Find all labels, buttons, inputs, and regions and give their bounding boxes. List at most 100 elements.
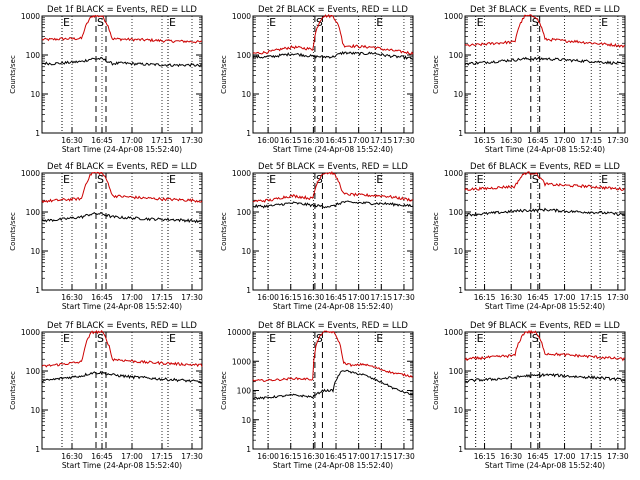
marker-label-e: E — [477, 332, 484, 345]
marker-label-e: E — [169, 332, 176, 345]
x-axis-label: Start Time (24-Apr-08 15:52:40) — [62, 461, 182, 470]
plot-frame — [252, 15, 414, 134]
marker-label-e: E — [269, 16, 276, 29]
y-tick-label: 1 — [458, 129, 463, 138]
marker-label-e: E — [269, 332, 276, 345]
marker-label-s: S — [97, 332, 104, 345]
x-tick-label: 16:45 — [527, 136, 549, 145]
marker-label-s: S — [532, 173, 539, 186]
x-tick-label: 16:00 — [257, 293, 279, 302]
x-tick-label: 17:00 — [348, 452, 370, 461]
x-tick-label: 16:00 — [257, 452, 279, 461]
y-tick-label: 1000 — [232, 169, 251, 178]
panel-8: Det 8f BLACK = Events, RED = LLD Start Ti… — [220, 321, 415, 470]
marker-label-e: E — [601, 332, 608, 345]
x-axis-label: Start Time (24-Apr-08 15:52:40) — [273, 145, 393, 154]
series-line-black — [464, 207, 626, 217]
series-line-red — [41, 171, 203, 204]
x-tick-label: 16:30 — [500, 452, 522, 461]
y-tick-label: 10 — [453, 90, 463, 99]
x-tick-label: 16:30 — [303, 293, 325, 302]
x-tick-label: 17:15 — [580, 452, 602, 461]
panel-title: Det 4f BLACK = Events, RED = LLD — [47, 162, 197, 172]
series-line-red — [252, 330, 414, 382]
marker-label-e: E — [63, 332, 70, 345]
y-tick-label: 1000 — [444, 328, 463, 337]
x-tick-label: 16:15 — [280, 452, 302, 461]
x-tick-label: 16:45 — [527, 452, 549, 461]
y-axis-label: Counts/sec — [9, 212, 17, 251]
y-tick-label: 100 — [26, 367, 41, 376]
x-axis-label: Start Time (24-Apr-08 15:52:40) — [273, 461, 393, 470]
series-line-red — [464, 329, 626, 362]
panel-9: Det 9f BLACK = Events, RED = LLD Start Ti… — [432, 321, 629, 470]
panel-title: Det 2f BLACK = Events, RED = LLD — [258, 5, 408, 15]
x-tick-label: 17:00 — [121, 136, 143, 145]
panel-4: Det 4f BLACK = Events, RED = LLD Start Ti… — [9, 162, 203, 311]
x-tick-label: 16:30 — [303, 452, 325, 461]
marker-label-e: E — [601, 16, 608, 29]
x-tick-label: 17:15 — [370, 293, 392, 302]
x-tick-label: 17:00 — [121, 293, 143, 302]
x-tick-label: 16:45 — [91, 136, 113, 145]
marker-label-s: S — [532, 332, 539, 345]
y-tick-label: 10 — [30, 247, 40, 256]
series-line-red — [41, 14, 203, 44]
plot-frame — [41, 172, 203, 291]
y-tick-label: 10 — [453, 247, 463, 256]
x-tick-label: 16:00 — [257, 136, 279, 145]
x-tick-label: 17:15 — [580, 293, 602, 302]
marker-label-e: E — [63, 173, 70, 186]
panel-title: Det 7f BLACK = Events, RED = LLD — [47, 321, 197, 331]
marker-label-e: E — [376, 173, 383, 186]
series-line-black — [464, 372, 626, 383]
x-tick-label: 16:45 — [527, 293, 549, 302]
panel-title: Det 9f BLACK = Events, RED = LLD — [470, 321, 620, 331]
panel-6: Det 6f BLACK = Events, RED = LLD Start Ti… — [432, 162, 629, 311]
marker-label-e: E — [169, 173, 176, 186]
marker-label-s: S — [316, 332, 323, 345]
x-tick-label: 17:00 — [121, 452, 143, 461]
x-tick-label: 16:30 — [500, 293, 522, 302]
y-tick-label: 100 — [237, 208, 252, 217]
series-line-black — [252, 369, 414, 400]
x-tick-label: 17:00 — [348, 136, 370, 145]
y-tick-label: 1 — [246, 286, 251, 295]
x-tick-label: 17:15 — [151, 293, 173, 302]
marker-label-e: E — [601, 173, 608, 186]
series-line-red — [464, 171, 626, 192]
y-tick-label: 10 — [30, 90, 40, 99]
x-tick-label: 17:30 — [607, 293, 629, 302]
panel-title: Det 3f BLACK = Events, RED = LLD — [470, 5, 620, 15]
y-axis-label: Counts/sec — [220, 212, 228, 251]
x-tick-label: 17:30 — [393, 293, 415, 302]
marker-label-s: S — [532, 16, 539, 29]
y-tick-label: 1 — [35, 445, 40, 454]
panel-2: Det 2f BLACK = Events, RED = LLD Start Ti… — [220, 5, 415, 154]
marker-label-e: E — [477, 173, 484, 186]
y-tick-label: 100 — [26, 51, 41, 60]
y-axis-label: Counts/sec — [432, 371, 440, 410]
series-line-red — [252, 171, 414, 203]
x-tick-label: 16:45 — [325, 136, 347, 145]
x-axis-label: Start Time (24-Apr-08 15:52:40) — [485, 302, 605, 311]
marker-label-e: E — [477, 16, 484, 29]
panel-5: Det 5f BLACK = Events, RED = LLD Start Ti… — [220, 162, 415, 311]
plot-frame — [41, 15, 203, 134]
series-line-black — [41, 211, 203, 224]
y-tick-label: 1000 — [444, 169, 463, 178]
series-line-black — [41, 370, 203, 385]
marker-label-e: E — [376, 16, 383, 29]
x-tick-label: 17:30 — [607, 452, 629, 461]
x-tick-label: 16:15 — [280, 136, 302, 145]
y-tick-label: 100 — [449, 367, 464, 376]
marker-label-s: S — [97, 16, 104, 29]
y-tick-label: 1000 — [232, 12, 251, 21]
y-tick-label: 1000 — [21, 169, 40, 178]
y-tick-label: 1 — [35, 286, 40, 295]
plot-frame — [41, 331, 203, 450]
plot-frame — [464, 331, 626, 450]
x-tick-label: 16:45 — [91, 452, 113, 461]
x-tick-label: 17:30 — [393, 136, 415, 145]
